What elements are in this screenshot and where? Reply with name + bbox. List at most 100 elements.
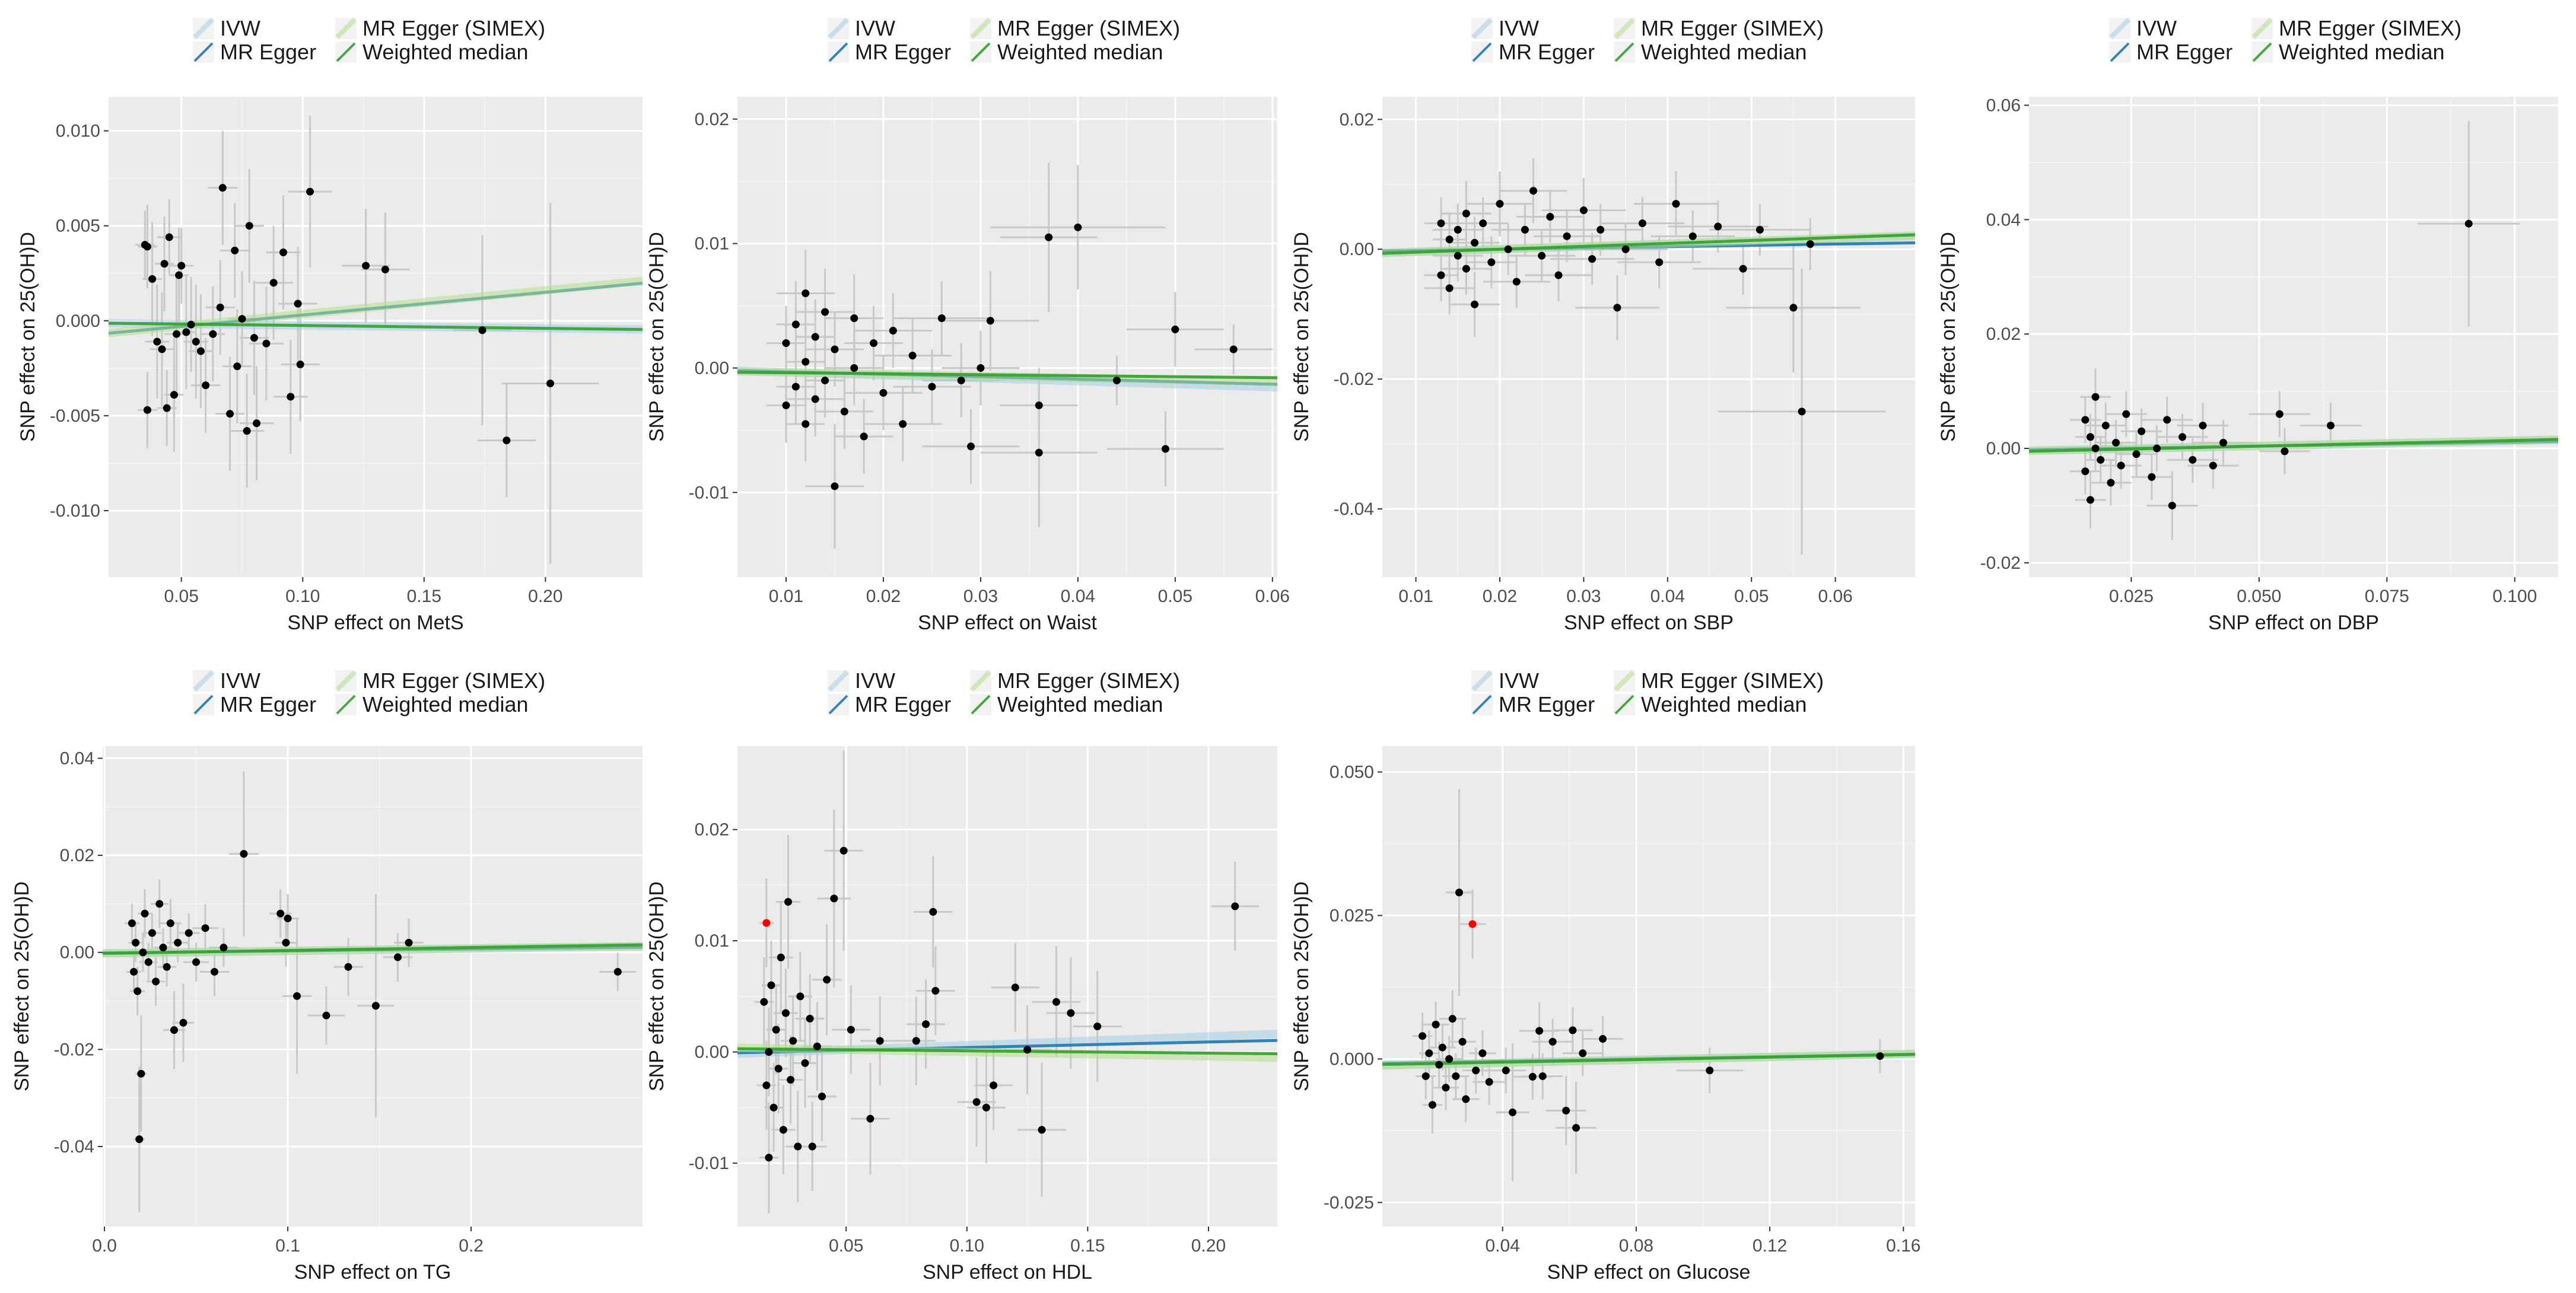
snp-point bbox=[802, 289, 810, 298]
snp-point bbox=[613, 967, 622, 976]
snp-point bbox=[840, 407, 848, 416]
data-layer bbox=[103, 771, 643, 1212]
legend-key-weighted-median bbox=[1614, 695, 1634, 715]
snp-point bbox=[1579, 1049, 1587, 1058]
snp-point bbox=[821, 308, 829, 316]
regression-lines bbox=[109, 276, 643, 337]
snp-point bbox=[929, 907, 937, 916]
snp-point bbox=[839, 846, 848, 855]
snp-point bbox=[133, 987, 142, 995]
snp-point bbox=[279, 249, 288, 257]
snp-point bbox=[774, 1065, 783, 1073]
snp-point bbox=[811, 395, 819, 403]
snp-point bbox=[831, 482, 839, 491]
legend-label-ivw: IVW bbox=[1499, 16, 1539, 40]
snp-point bbox=[1509, 1108, 1517, 1116]
snp-point bbox=[144, 958, 152, 966]
y-tick-label: 0.01 bbox=[695, 234, 729, 254]
snp-point bbox=[1458, 1037, 1467, 1046]
snp-point bbox=[1462, 1095, 1470, 1103]
snp-point bbox=[794, 1142, 802, 1151]
x-tick-label: 0.04 bbox=[1061, 587, 1095, 606]
snp-point bbox=[1112, 376, 1121, 384]
snp-point bbox=[866, 1114, 874, 1123]
legend-key-mr-egger bbox=[2110, 42, 2130, 62]
snp-point bbox=[1067, 1009, 1075, 1017]
snp-point bbox=[1445, 235, 1454, 244]
snp-point bbox=[210, 967, 218, 976]
snp-point bbox=[196, 347, 205, 355]
x-tick-label: 0.01 bbox=[1398, 587, 1433, 606]
x-axis-title: SNP effect on TG bbox=[294, 1261, 451, 1284]
y-tick-label: -0.02 bbox=[54, 1040, 94, 1059]
snp-point bbox=[1597, 225, 1605, 234]
y-tick-label: 0.02 bbox=[695, 820, 729, 840]
regression-line-weighted-median bbox=[2029, 438, 2558, 453]
legend-key-weighted-median bbox=[971, 42, 991, 62]
legend-label-mr-egger: MR Egger bbox=[2136, 40, 2232, 64]
y-axis: -0.02 0.00 0.02 0.04 0.06 bbox=[1980, 95, 2558, 573]
snp-point bbox=[801, 1059, 809, 1067]
legend-key-mr-egger bbox=[1472, 42, 1492, 62]
snp-point bbox=[769, 1103, 778, 1112]
x-axis-title: SNP effect on HDL bbox=[923, 1261, 1092, 1284]
legend-key-ivw bbox=[1471, 18, 1493, 39]
y-tick-label: 0.00 bbox=[695, 1043, 729, 1062]
snp-point bbox=[2086, 433, 2094, 441]
regression-line-weighted-median bbox=[109, 321, 643, 332]
legend-key-ivw bbox=[828, 670, 849, 692]
snp-point bbox=[344, 963, 352, 971]
snp-point bbox=[1798, 407, 1806, 416]
snp-point bbox=[1437, 271, 1445, 279]
y-tick-label: 0.04 bbox=[60, 749, 94, 768]
x-tick-label: 0.01 bbox=[769, 587, 803, 606]
snp-point bbox=[789, 1037, 797, 1045]
y-axis-title: SNP effect on 25(OH)D bbox=[17, 232, 39, 442]
regression-lines bbox=[1382, 1049, 1915, 1070]
snp-point bbox=[284, 914, 292, 922]
snp-point bbox=[155, 900, 164, 908]
regression-lines bbox=[1382, 231, 1915, 257]
snp-point bbox=[1806, 240, 1814, 248]
snp-point bbox=[2091, 393, 2100, 401]
snp-point bbox=[282, 938, 290, 947]
x-axis: 0.05 0.10 0.15 0.20 bbox=[829, 746, 1226, 1256]
legend-label-weighted-median: Weighted median bbox=[1641, 40, 1807, 64]
snp-point bbox=[226, 410, 234, 418]
y-tick-label: 0.02 bbox=[60, 846, 94, 865]
data-layer bbox=[109, 116, 643, 564]
snp-point bbox=[1548, 1037, 1557, 1046]
snp-point bbox=[765, 1154, 773, 1162]
snp-point bbox=[218, 184, 227, 192]
snp-points bbox=[2081, 219, 2473, 509]
legend-label-weighted-median: Weighted median bbox=[362, 40, 529, 64]
x-tick-label: 0.20 bbox=[1191, 1236, 1226, 1256]
data-layer bbox=[737, 163, 1277, 549]
legend-label-mr-egger: MR Egger bbox=[855, 40, 951, 64]
snp-point bbox=[2219, 438, 2227, 447]
snp-point bbox=[2122, 410, 2130, 418]
snp-point bbox=[2189, 456, 2197, 464]
legend-label-weighted-median: Weighted median bbox=[362, 692, 529, 716]
snp-point bbox=[1529, 187, 1538, 195]
snp-point bbox=[1445, 284, 1454, 292]
y-axis: -0.04 -0.02 0.00 0.02 bbox=[1334, 110, 1915, 519]
snp-point bbox=[163, 963, 171, 971]
snp-point bbox=[1621, 245, 1630, 253]
scatter-panel-hdl: IVW MR Egger (SIMEX) MR Egger Weighted medi… bbox=[645, 668, 1277, 1284]
snp-point bbox=[1706, 1066, 1714, 1075]
snp-point bbox=[2148, 473, 2156, 481]
snp-point bbox=[1599, 1035, 1607, 1043]
snp-point bbox=[2091, 444, 2100, 453]
snp-point bbox=[179, 1018, 187, 1027]
snp-point bbox=[1471, 300, 1479, 308]
snp-point bbox=[931, 987, 940, 995]
snp-point bbox=[1472, 1066, 1480, 1075]
snp-point bbox=[1504, 245, 1512, 253]
snp-point-outlier bbox=[762, 919, 771, 927]
y-axis-title: SNP effect on 25(OH)D bbox=[1290, 881, 1313, 1091]
legend-label-ivw: IVW bbox=[1499, 668, 1539, 693]
snp-point bbox=[1487, 258, 1496, 266]
snp-point bbox=[192, 958, 201, 966]
snp-point bbox=[128, 919, 136, 928]
